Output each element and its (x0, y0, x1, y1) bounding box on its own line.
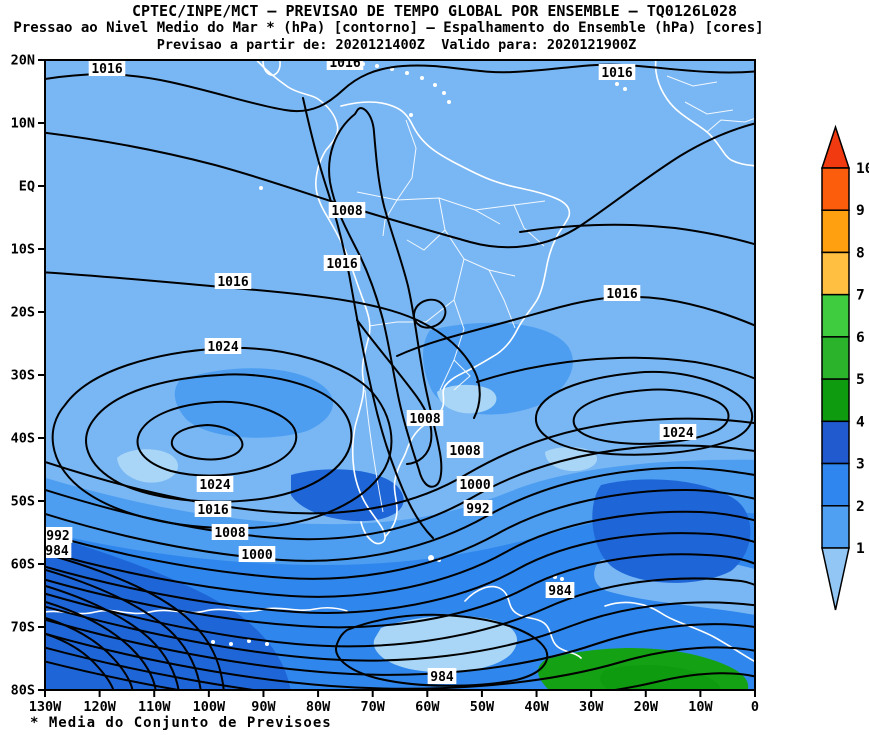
x-tick-label: 60W (415, 699, 440, 715)
map-area: 1016 1016 1016 1008 1016 1016 1024 1016 1008 1008… (45, 56, 755, 690)
x-tick-label: 50W (470, 699, 495, 715)
title-line-3: Previsao a partir de: 2020121400Z Valido… (156, 37, 637, 53)
colorbar-label: 9 (856, 203, 865, 219)
svg-text:992: 992 (466, 502, 489, 517)
y-tick-label: 40S (11, 431, 35, 447)
colorbar: 10 9 8 7 6 5 4 3 2 1 (820, 124, 869, 611)
pale-blob-2 (437, 384, 497, 414)
x-tick-label: 20W (634, 699, 659, 715)
y-tick-label: 30S (11, 368, 35, 384)
x-tick-label: 100W (193, 699, 226, 715)
spread-patch-pacific-high (174, 368, 334, 438)
svg-text:1024: 1024 (199, 478, 230, 493)
svg-text:1016: 1016 (91, 62, 122, 77)
svg-text:1016: 1016 (326, 257, 357, 272)
y-tick-label: 60S (11, 557, 35, 573)
svg-text:1000: 1000 (241, 548, 272, 563)
pressure-contours (45, 63, 755, 690)
x-tick-label: 10W (688, 699, 713, 715)
colorbar-label: 8 (856, 245, 865, 261)
footnote-ensemble-mean: * Media do Conjunto de Previsoes (30, 715, 332, 731)
colorbar-label: 4 (856, 414, 865, 430)
contour-labels: 1016 1016 1016 1008 1016 1016 1024 1016 1008 1008… (45, 56, 697, 685)
title-line-2: Pressao ao Nivel Medio do Mar * (hPa) [c… (13, 20, 764, 36)
y-tick-label: 20N (11, 53, 35, 69)
pale-blob-1 (117, 449, 178, 483)
x-tick-label: 40W (524, 699, 549, 715)
y-tick-label: 80S (11, 683, 35, 699)
x-tick-label: 120W (83, 699, 116, 715)
country-borders (356, 75, 755, 513)
svg-text:1008: 1008 (331, 204, 362, 219)
colorbar-label: 2 (856, 499, 865, 515)
y-tick-label: 10N (11, 116, 35, 132)
y-tick-label: 70S (11, 620, 35, 636)
svg-text:1016: 1016 (606, 287, 637, 302)
y-tick-label: 20S (11, 305, 35, 321)
x-tick-label: 80W (306, 699, 331, 715)
svg-text:984: 984 (430, 670, 454, 685)
x-tick-label: 90W (251, 699, 276, 715)
colorbar-label: 5 (856, 372, 865, 388)
x-tick-label: 130W (29, 699, 62, 715)
colorbar-label: 3 (856, 457, 865, 473)
title-line-1: CPTEC/INPE/MCT – PREVISAO DE TEMPO GLOBA… (131, 2, 738, 20)
svg-text:1008: 1008 (449, 444, 480, 459)
x-tick-label: 0 (751, 699, 759, 715)
svg-text:1008: 1008 (409, 412, 440, 427)
y-tick-label: EQ (19, 179, 35, 195)
islands (211, 62, 627, 646)
y-tick-label: 10S (11, 242, 35, 258)
svg-text:1016: 1016 (197, 503, 228, 518)
x-tick-label: 110W (138, 699, 171, 715)
x-tick-label: 70W (360, 699, 385, 715)
svg-text:1016: 1016 (329, 56, 360, 71)
svg-text:984: 984 (45, 544, 69, 559)
colorbar-label: 6 (856, 330, 865, 346)
colorbar-label: 1 (856, 541, 865, 557)
green-spread-core (600, 665, 721, 690)
colorbar-arrow-bottom (821, 547, 850, 611)
colorbar-label: 7 (856, 288, 865, 304)
colorbar-arrow-top (820, 124, 851, 169)
svg-text:1016: 1016 (601, 66, 632, 81)
colorbar-label: 10 (856, 161, 869, 177)
x-tick-label: 30W (579, 699, 604, 715)
svg-text:1008: 1008 (214, 526, 245, 541)
svg-text:984: 984 (548, 584, 572, 599)
svg-text:1000: 1000 (459, 478, 490, 493)
y-tick-label: 50S (11, 494, 35, 510)
svg-text:1024: 1024 (662, 426, 693, 441)
svg-text:992: 992 (46, 529, 69, 544)
svg-text:1024: 1024 (207, 340, 238, 355)
svg-text:1016: 1016 (217, 275, 248, 290)
